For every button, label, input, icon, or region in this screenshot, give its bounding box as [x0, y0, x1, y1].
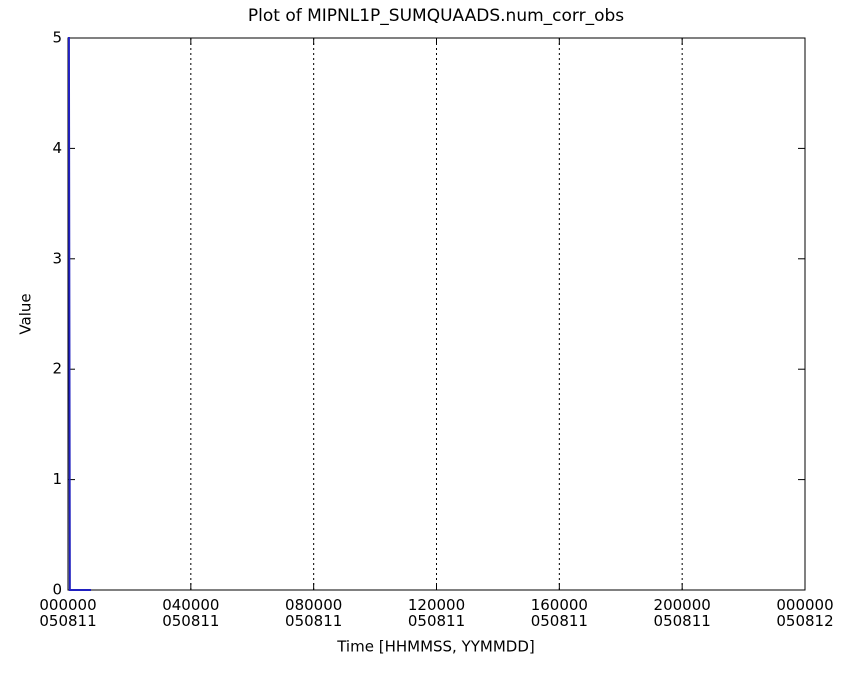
y-axis-label: Value [17, 293, 35, 334]
x-tick-label-line: 050811 [285, 612, 342, 630]
x-tick-label-line: 000000 [39, 596, 96, 614]
y-tick-label: 1 [52, 470, 62, 488]
x-axis-label: Time [HHMMSS, YYMMDD] [336, 638, 535, 656]
y-tick-label: 0 [52, 581, 62, 599]
x-tick-label: 040000 050811 [162, 596, 219, 630]
x-tick-label-line: 040000 [162, 596, 219, 614]
x-tick-label-line: 120000 [408, 596, 465, 614]
chart-title: Plot of MIPNL1P_SUMQUAADS.num_corr_obs [248, 6, 624, 26]
x-tick-label: 200000 050811 [654, 596, 711, 630]
y-tick-label: 3 [52, 249, 62, 267]
x-tick-label: 080000 050811 [285, 596, 342, 630]
x-tick-label-line: 050811 [408, 612, 465, 630]
x-tick-label: 120000 050811 [408, 596, 465, 630]
x-tick-label: 000000 050812 [776, 596, 833, 630]
x-tick-label: 160000 050811 [531, 596, 588, 630]
x-tick-label-line: 200000 [654, 596, 711, 614]
x-tick-label: 000000 050811 [39, 596, 96, 630]
x-tick-label-line: 050811 [531, 612, 588, 630]
x-tick-label-line: 080000 [285, 596, 342, 614]
y-tick-label: 5 [52, 29, 62, 47]
x-tick-label-line: 050811 [654, 612, 711, 630]
data-line [67, 37, 92, 591]
x-tick-label-line: 050811 [162, 612, 219, 630]
x-tick-label-line: 050812 [776, 612, 833, 630]
x-tick-label-line: 050811 [39, 612, 96, 630]
x-tick-label-line: 160000 [531, 596, 588, 614]
y-tick-label: 2 [52, 360, 62, 378]
x-tick-label-line: 000000 [776, 596, 833, 614]
y-tick-label: 4 [52, 139, 62, 157]
